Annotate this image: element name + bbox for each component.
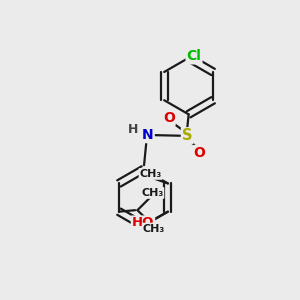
Text: O: O [194,146,206,160]
Text: N: N [142,128,154,142]
Text: S: S [182,128,192,143]
Text: HO: HO [132,217,154,230]
Text: CH₃: CH₃ [143,224,165,234]
Text: H: H [128,123,138,136]
Text: Cl: Cl [187,50,201,63]
Text: CH₃: CH₃ [141,188,164,198]
Text: CH₃: CH₃ [140,169,162,179]
Text: O: O [163,111,175,125]
